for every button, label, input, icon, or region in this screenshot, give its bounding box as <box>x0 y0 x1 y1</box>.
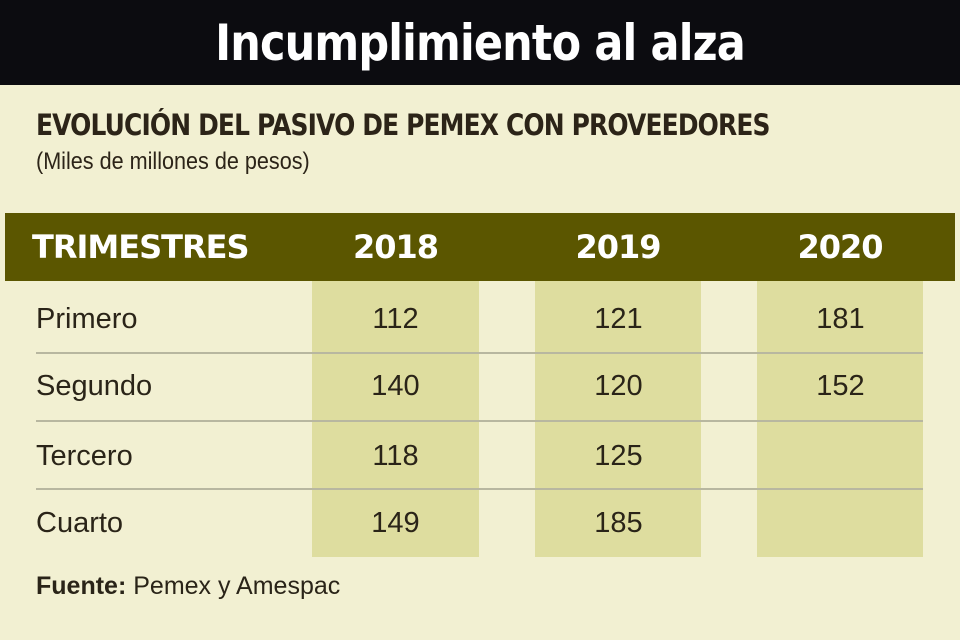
header-2018: 2018 <box>352 228 439 266</box>
cell-2018: 149 <box>371 507 420 539</box>
table-header: TRIMESTRES 2018 2019 2020 <box>5 213 955 281</box>
column-2018-bg <box>312 281 479 557</box>
row-label: Cuarto <box>36 507 124 539</box>
chart-title: Incumplimiento al alza <box>215 13 746 72</box>
header-2020: 2020 <box>797 228 883 266</box>
header-2019: 2019 <box>575 228 661 266</box>
cell-2019: 120 <box>594 370 643 402</box>
cell-2018: 118 <box>372 440 419 472</box>
row-label: Primero <box>36 303 138 335</box>
cell-2018: 112 <box>372 303 419 335</box>
header-trimestres: TRIMESTRES <box>32 228 249 266</box>
units-label: (Miles de millones de pesos) <box>36 148 310 175</box>
cell-2020: 152 <box>816 370 865 402</box>
row-divider <box>36 420 923 422</box>
row-divider <box>36 488 923 490</box>
cell-2019: 121 <box>594 303 643 335</box>
source-note: Fuente: Pemex y Amespac <box>36 572 340 601</box>
row-label: Segundo <box>36 370 153 402</box>
column-2019-bg <box>535 281 701 557</box>
row-divider <box>36 352 923 354</box>
title-bar: Incumplimiento al alza <box>0 0 960 85</box>
source-text: Pemex y Amespac <box>133 572 341 600</box>
source-label: Fuente: <box>36 572 127 600</box>
cell-2019: 125 <box>594 440 643 472</box>
cell-2020: 181 <box>816 303 865 335</box>
row-label: Tercero <box>36 440 133 472</box>
cell-2018: 140 <box>371 370 420 402</box>
cell-2019: 185 <box>594 507 643 539</box>
column-2020-bg <box>757 281 923 557</box>
chart-subtitle: EVOLUCIÓN DEL PASIVO DE PEMEX CON PROVEE… <box>36 108 771 142</box>
